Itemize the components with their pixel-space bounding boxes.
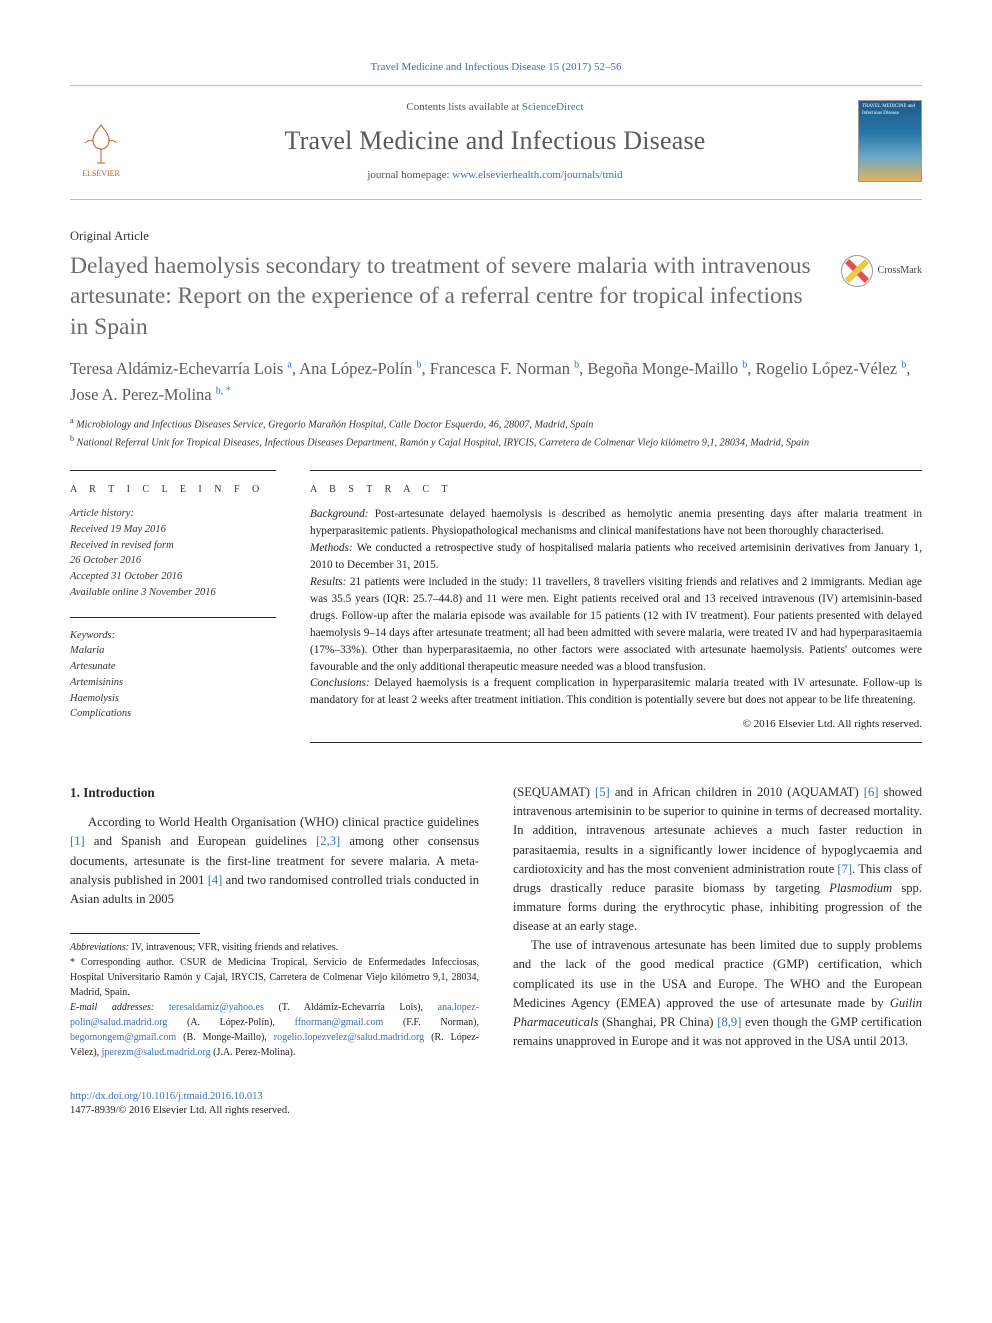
cover-thumb-text: TRAVEL MEDICINE and Infectious Disease (862, 104, 915, 116)
ref-link[interactable]: [5] (595, 785, 610, 799)
email-1[interactable]: teresaldamiz@yahoo.es (169, 1002, 264, 1013)
abs-concl-lbl: Conclusions: (310, 677, 374, 689)
affiliations: a Microbiology and Infectious Diseases S… (70, 415, 922, 451)
history-online: Available online 3 November 2016 (70, 585, 276, 601)
article-title: Delayed haemolysis secondary to treatmen… (70, 251, 825, 343)
kw-1: Malaria (70, 643, 276, 659)
abstract-head: A B S T R A C T (310, 483, 922, 497)
journal-header: ELSEVIER Contents lists available at Sci… (70, 85, 922, 200)
intro-heading: 1. Introduction (70, 783, 479, 803)
intro-para-right-1: (SEQUAMAT) [5] and in African children i… (513, 783, 922, 936)
intro-para-right-2: The use of intravenous artesunate has be… (513, 936, 922, 1051)
ref-link[interactable]: [1] (70, 834, 85, 848)
email-4[interactable]: begomongem@gmail.com (70, 1032, 176, 1043)
email-6[interactable]: jperezm@salud.madrid.org (102, 1047, 211, 1058)
abs-bg: Post-artesunate delayed haemolysis is de… (310, 508, 922, 537)
doi-link[interactable]: http://dx.doi.org/10.1016/j.tmaid.2016.1… (70, 1091, 263, 1102)
footnotes: Abbreviations: IV, intravenous; VFR, vis… (70, 940, 479, 1060)
ref-link[interactable]: [7] (837, 862, 852, 876)
abs-concl: Delayed haemolysis is a frequent complic… (310, 677, 922, 706)
keywords-hdr: Keywords: (70, 628, 276, 644)
homepage-prefix: journal homepage: (367, 169, 452, 181)
abs-results-lbl: Results: (310, 576, 350, 588)
kw-3: Artemisinins (70, 675, 276, 691)
email-5[interactable]: rogelio.lopezvelez@salud.madrid.org (274, 1032, 424, 1043)
history-revised-2: 26 October 2016 (70, 553, 276, 569)
journal-title: Travel Medicine and Infectious Disease (150, 123, 840, 158)
kw-4: Haemolysis (70, 691, 276, 707)
article-type: Original Article (70, 228, 922, 245)
affil-b: b National Referral Unit for Tropical Di… (70, 433, 922, 451)
contents-available: Contents lists available at ScienceDirec… (150, 100, 840, 115)
history-received: Received 19 May 2016 (70, 522, 276, 538)
ref-link[interactable]: [2,3] (316, 834, 340, 848)
kw-2: Artesunate (70, 659, 276, 675)
abs-methods-lbl: Methods: (310, 542, 357, 554)
authors-line: Teresa Aldámiz-Echevarría Lois a, Ana Ló… (70, 356, 922, 407)
abstract-body: Background: Post-artesunate delayed haem… (310, 506, 922, 709)
crossmark-label: CrossMark (878, 264, 922, 278)
elsevier-tree-icon (77, 121, 125, 169)
history-revised-1: Received in revised form (70, 538, 276, 554)
elsevier-logo: ELSEVIER (70, 102, 132, 180)
journal-homepage: journal homepage: www.elsevierhealth.com… (150, 168, 840, 183)
crossmark-badge[interactable]: CrossMark (841, 255, 922, 287)
abs-results: 21 patients were included in the study: … (310, 576, 922, 673)
abs-bg-lbl: Background: (310, 508, 375, 520)
emails-note: E-mail addresses: teresaldamiz@yahoo.es … (70, 1000, 479, 1060)
ref-link[interactable]: [6] (864, 785, 879, 799)
corresponding-note: * Corresponding author. CSUR de Medicina… (70, 955, 479, 1000)
abbreviations-note: Abbreviations: IV, intravenous; VFR, vis… (70, 940, 479, 955)
ref-link[interactable]: [8,9] (717, 1015, 741, 1029)
contents-prefix: Contents lists available at (406, 101, 521, 113)
affil-a: a Microbiology and Infectious Diseases S… (70, 415, 922, 433)
article-history: Article history: Received 19 May 2016 Re… (70, 506, 276, 601)
issn-line: 1477-8939/© 2016 Elsevier Ltd. All right… (70, 1104, 290, 1118)
ref-link[interactable]: [4] (208, 873, 223, 887)
history-accepted: Accepted 31 October 2016 (70, 569, 276, 585)
journal-citation: Travel Medicine and Infectious Disease 1… (70, 60, 922, 75)
intro-para-left: According to World Health Organisation (… (70, 813, 479, 909)
history-hdr: Article history: (70, 506, 276, 522)
journal-cover-thumb: TRAVEL MEDICINE and Infectious Disease (858, 100, 922, 182)
elsevier-wordmark: ELSEVIER (82, 169, 120, 180)
abstract-copyright: © 2016 Elsevier Ltd. All rights reserved… (310, 717, 922, 732)
homepage-link[interactable]: www.elsevierhealth.com/journals/tmid (452, 169, 622, 181)
email-3[interactable]: ffnorman@gmail.com (295, 1017, 384, 1028)
crossmark-icon (841, 255, 873, 287)
kw-5: Complications (70, 706, 276, 722)
abs-methods: We conducted a retrospective study of ho… (310, 542, 922, 571)
sciencedirect-link[interactable]: ScienceDirect (522, 101, 584, 113)
keywords-block: Keywords: Malaria Artesunate Artemisinin… (70, 628, 276, 723)
doi-line: http://dx.doi.org/10.1016/j.tmaid.2016.1… (70, 1090, 290, 1104)
article-info-head: A R T I C L E I N F O (70, 483, 276, 497)
